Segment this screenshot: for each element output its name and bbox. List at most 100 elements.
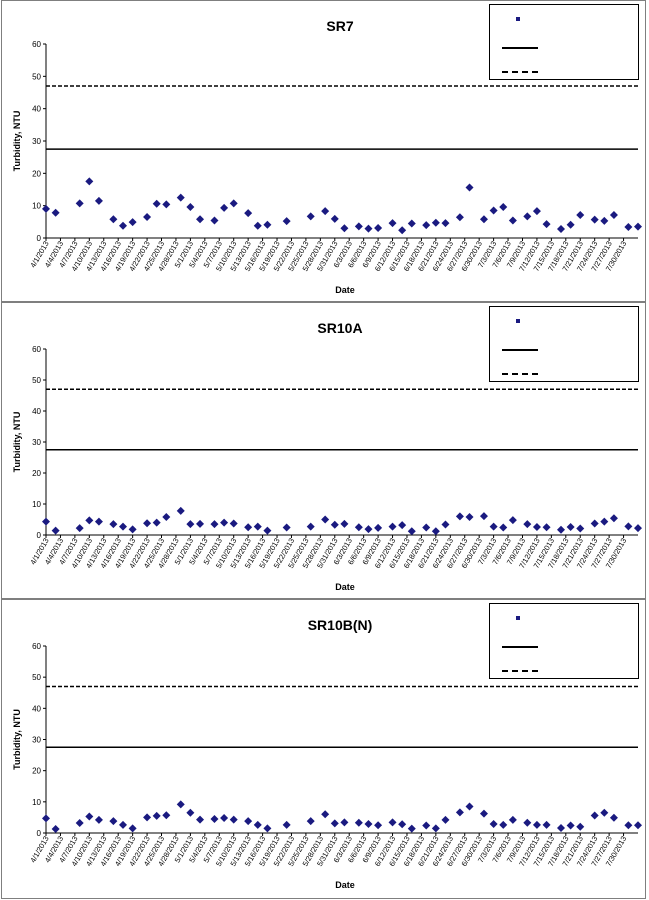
data-point <box>441 219 450 228</box>
data-point <box>576 822 585 831</box>
data-point <box>489 206 498 215</box>
data-point <box>143 813 152 822</box>
data-point <box>624 522 633 531</box>
data-point <box>532 207 541 216</box>
data-point <box>479 215 488 224</box>
data-point <box>42 814 50 823</box>
data-point <box>282 820 291 829</box>
data-point <box>263 824 272 833</box>
data-point <box>162 200 171 209</box>
data-point <box>532 820 541 829</box>
y-axis-label: Turbidity, NTU <box>12 111 22 172</box>
data-point <box>109 215 118 224</box>
chart-panel-sr7: SR7 Turbidity, NTU 0 10 20 30 40 50 60 4/1/2013 4/… <box>1 0 646 302</box>
data-point <box>244 817 253 826</box>
chart-title: SR7 <box>326 18 353 34</box>
data-point <box>374 821 383 830</box>
data-point <box>609 813 618 822</box>
data-point <box>508 516 517 525</box>
y-tick-label: 60 <box>32 345 41 354</box>
data-point <box>196 519 205 528</box>
data-point <box>75 524 84 533</box>
y-tick-label: 20 <box>32 169 41 178</box>
y-tick-label: 0 <box>37 531 42 540</box>
data-point <box>220 518 229 527</box>
data-point <box>489 522 498 531</box>
data-point <box>186 808 195 817</box>
data-point <box>431 527 440 536</box>
y-tick-label: 30 <box>32 137 41 146</box>
data-point <box>542 523 551 532</box>
data-point <box>109 817 118 826</box>
chart-legend <box>489 4 639 80</box>
data-point <box>634 524 642 533</box>
data-point <box>556 525 565 534</box>
data-point <box>94 196 103 205</box>
x-axis-label: Date <box>335 285 355 295</box>
data-point <box>556 824 565 833</box>
data-point <box>407 527 416 536</box>
data-point <box>282 217 291 226</box>
data-point <box>499 820 508 829</box>
chart-legend <box>489 603 639 679</box>
data-point <box>422 523 431 532</box>
data-point <box>340 224 349 233</box>
legend-marker-icon <box>516 17 520 21</box>
data-point <box>398 226 407 235</box>
data-point <box>374 223 383 232</box>
data-point <box>210 216 219 225</box>
data-point <box>176 506 185 515</box>
data-point <box>330 214 339 223</box>
y-tick-label: 50 <box>32 673 41 682</box>
legend-dashed-line-icon <box>502 71 538 73</box>
data-point <box>109 520 118 529</box>
data-point <box>634 222 642 231</box>
data-point <box>119 221 128 230</box>
data-point <box>624 821 633 830</box>
legend-dashed-line-icon <box>502 670 538 672</box>
data-point <box>143 519 152 528</box>
data-point <box>75 819 84 828</box>
data-point <box>162 513 171 522</box>
data-point <box>162 811 171 820</box>
data-point <box>220 203 229 212</box>
data-point <box>244 523 253 532</box>
data-point <box>499 523 508 532</box>
data-point <box>128 824 137 833</box>
data-point <box>85 516 94 525</box>
data-point <box>263 220 272 229</box>
data-point <box>354 523 363 532</box>
legend-row-series <box>490 612 638 626</box>
legend-row-dashed <box>490 664 638 678</box>
legend-solid-line-icon <box>502 47 538 49</box>
data-point <box>431 824 440 833</box>
data-point <box>455 213 464 222</box>
data-point <box>321 515 330 524</box>
legend-row-solid <box>490 343 638 357</box>
data-point <box>523 520 532 529</box>
data-point <box>455 512 464 521</box>
data-point <box>210 520 219 529</box>
legend-row-series <box>490 315 638 329</box>
data-point <box>374 523 383 532</box>
data-point <box>465 513 474 522</box>
data-point <box>479 512 488 521</box>
data-point <box>609 211 618 220</box>
data-point <box>364 224 373 233</box>
data-point <box>634 821 642 830</box>
data-point <box>244 209 253 218</box>
data-point <box>253 221 262 230</box>
legend-row-dashed <box>490 367 638 381</box>
data-point <box>85 812 94 821</box>
data-point <box>282 523 291 532</box>
data-point <box>51 208 60 217</box>
data-point <box>340 818 349 827</box>
legend-solid-line-icon <box>502 349 538 351</box>
y-tick-label: 10 <box>32 798 41 807</box>
data-point <box>398 521 407 530</box>
data-point <box>364 819 373 828</box>
data-point <box>306 212 315 221</box>
y-tick-label: 40 <box>32 704 41 713</box>
data-point <box>431 218 440 227</box>
